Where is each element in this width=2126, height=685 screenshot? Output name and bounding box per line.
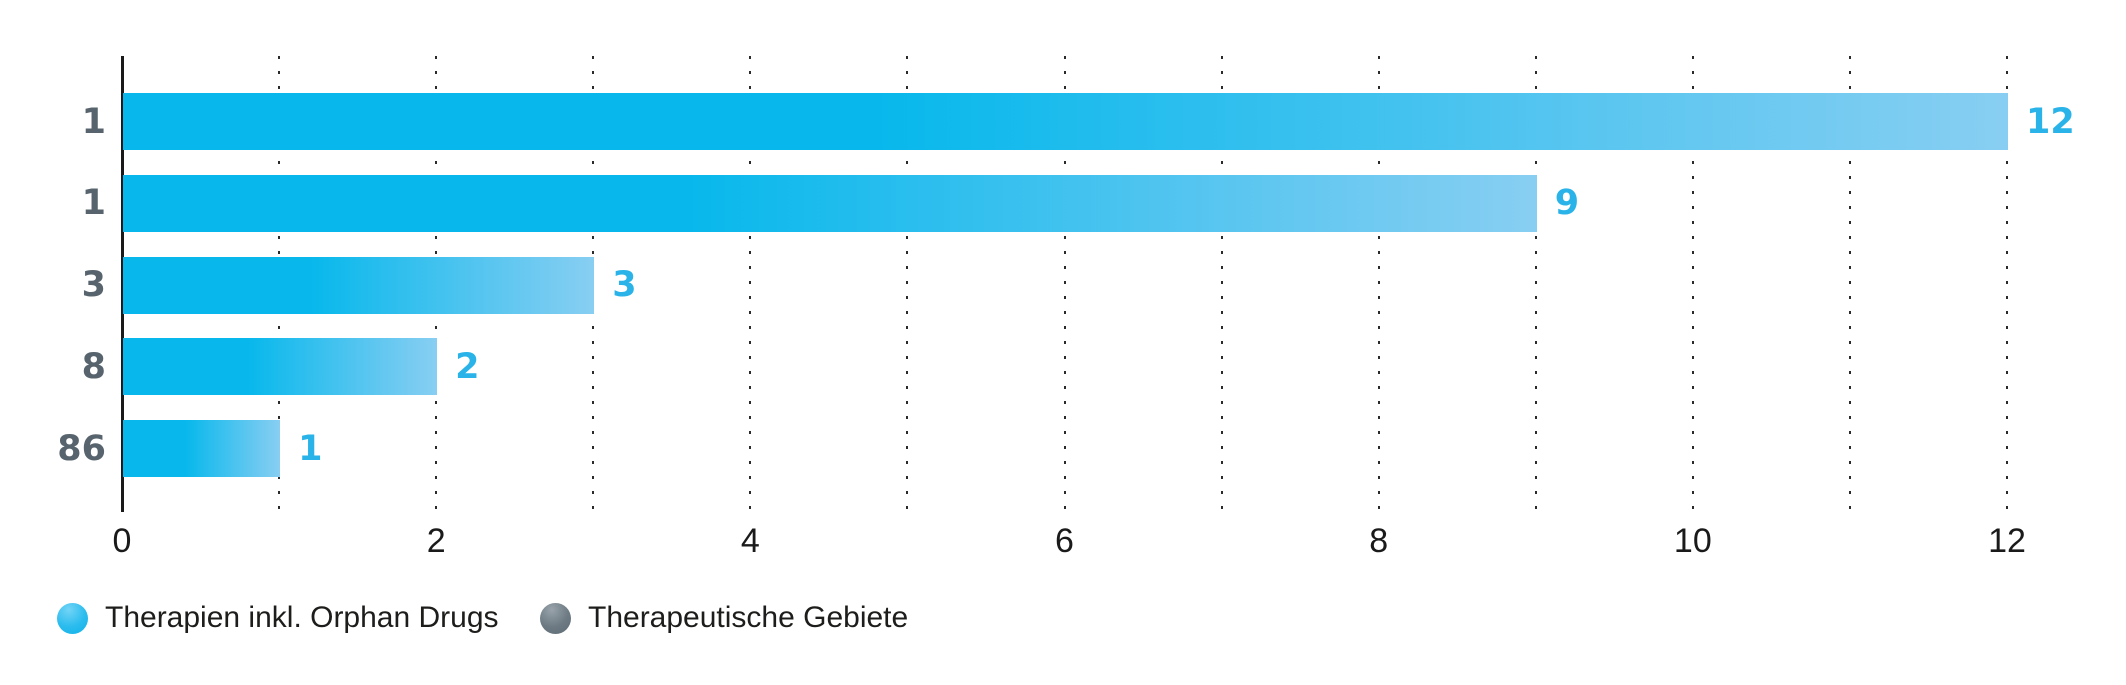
legend-item-therapien: Therapien inkl. Orphan Drugs [57, 599, 499, 637]
legend: Therapien inkl. Orphan Drugs Therapeutis… [0, 599, 2126, 637]
value-label-0: 12 [2026, 101, 2075, 142]
gridline-x-8 [1377, 56, 1380, 512]
bar-row-3 [123, 338, 438, 396]
x-tick-label-4: 4 [740, 522, 760, 560]
bar-row-4 [123, 420, 281, 477]
gray-circle-legend-swatch-icon [540, 602, 571, 634]
legend-item-gebiete: Therapeutische Gebiete [540, 599, 908, 637]
bar-row-2 [123, 256, 595, 314]
value-label-3: 2 [455, 346, 480, 387]
bar-row-1 [123, 174, 1537, 232]
category-label-4: 86 [57, 428, 106, 469]
bar-row-0 [123, 93, 2008, 150]
gridline-x-9 [1534, 56, 1537, 512]
gridline-x-4 [749, 56, 752, 512]
value-label-4: 1 [298, 428, 323, 469]
value-label-2: 3 [612, 265, 637, 305]
x-tick-label-8: 8 [1369, 522, 1389, 560]
x-tick-label-12: 12 [1988, 522, 2026, 560]
category-label-2: 3 [81, 265, 106, 305]
gridline-x-7 [1220, 56, 1223, 512]
gridline-x-6 [1063, 56, 1066, 512]
cyan-circle-legend-swatch-icon [57, 602, 88, 634]
legend-label-therapien: Therapien inkl. Orphan Drugs [105, 601, 499, 634]
x-tick-label-0: 0 [112, 522, 132, 560]
value-label-1: 9 [1554, 183, 1580, 224]
y-axis-line [121, 56, 124, 512]
gridline-x-11 [1848, 56, 1851, 512]
category-label-1: 1 [81, 183, 106, 224]
gridline-x-10 [1691, 56, 1694, 512]
gridline-x-5 [906, 56, 909, 512]
category-label-3: 8 [81, 346, 106, 387]
x-tick-label-2: 2 [426, 522, 446, 560]
x-tick-label-6: 6 [1055, 522, 1074, 560]
category-label-0: 1 [81, 101, 106, 142]
x-tick-label-10: 10 [1673, 522, 1712, 560]
gridline-x-12 [2006, 56, 2008, 512]
legend-label-gebiete: Therapeutische Gebiete [588, 601, 909, 634]
